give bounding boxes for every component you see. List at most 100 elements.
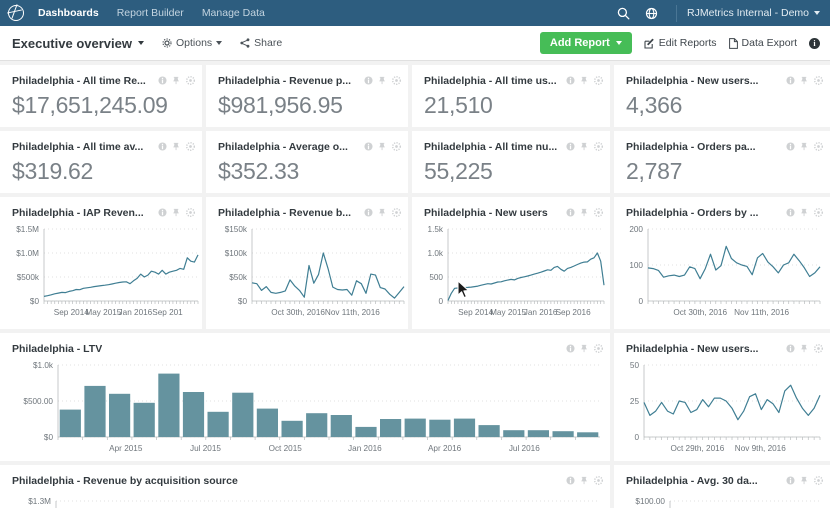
globe-icon[interactable] [640,2,662,24]
gear-icon[interactable] [814,142,823,151]
chart-card[interactable]: Philadelphia - New users... 0 25 50 Oct 29t… [614,333,830,461]
card-header: Philadelphia - All time av... [0,131,202,155]
info-icon[interactable] [566,344,575,353]
gear-icon[interactable] [594,76,603,85]
chart-card[interactable]: Philadelphia - New users 0 500 1.0k 1.5k Sep… [412,197,610,329]
card-header: Philadelphia - New users... [614,65,830,89]
info-icon[interactable] [364,76,373,85]
chart-card[interactable]: Philadelphia - Revenue by acquisition so… [0,465,610,508]
chart-card[interactable]: Philadelphia - Avg. 30 da... $100.00 [614,465,830,508]
gear-icon[interactable] [814,344,823,353]
pin-icon[interactable] [378,142,387,151]
kpi-card[interactable]: Philadelphia - All time nu... 55,225 [412,131,610,193]
pin-icon[interactable] [580,76,589,85]
pin-icon[interactable] [800,476,809,485]
info-icon[interactable] [786,476,795,485]
chart-card[interactable]: Philadelphia - Revenue b... $0 $50k $100k $… [206,197,408,329]
info-icon[interactable] [566,142,575,151]
nav-link-dashboards[interactable]: Dashboards [38,7,99,19]
info-icon[interactable] [158,208,167,217]
kpi-card[interactable]: Philadelphia - Orders pa... 2,787 [614,131,830,193]
gear-icon[interactable] [594,476,603,485]
pin-icon[interactable] [580,344,589,353]
kpi-card[interactable]: Philadelphia - Average o... $352.33 [206,131,408,193]
svg-text:1.5k: 1.5k [428,225,444,234]
account-menu[interactable]: RJMetrics Internal - Demo [687,7,820,19]
gear-icon[interactable] [594,344,603,353]
toolbar-actions: Add Report Edit Reports Data Export i [539,32,820,54]
card-title: Philadelphia - New users... [626,342,759,355]
pin-icon[interactable] [580,476,589,485]
kpi-card[interactable]: Philadelphia - All time us... 21,510 [412,65,610,127]
pin-icon[interactable] [800,208,809,217]
search-icon[interactable] [612,2,634,24]
pin-icon[interactable] [800,76,809,85]
card-icon-group [778,208,823,217]
nav-link-manage-data[interactable]: Manage Data [201,7,265,19]
dashboard-title-menu[interactable]: Executive overview [12,36,144,51]
gear-icon[interactable] [186,76,195,85]
navbar-right: RJMetrics Internal - Demo [606,2,820,24]
kpi-card[interactable]: Philadelphia - Revenue p... $981,956.95 [206,65,408,127]
info-icon[interactable] [364,142,373,151]
gear-icon[interactable] [814,476,823,485]
nav-link-report-builder[interactable]: Report Builder [116,7,184,19]
options-label: Options [175,37,213,49]
pin-icon[interactable] [800,344,809,353]
info-icon[interactable] [566,476,575,485]
rjmetrics-logo-icon[interactable] [8,5,24,21]
kpi-value: $17,651,245.09 [12,92,168,118]
svg-text:1.0k: 1.0k [428,249,444,258]
gear-icon [162,38,172,48]
pin-icon[interactable] [580,142,589,151]
gear-icon[interactable] [594,208,603,217]
info-icon[interactable] [566,208,575,217]
card-header: Philadelphia - All time us... [412,65,610,89]
gear-icon[interactable] [392,76,401,85]
info-icon[interactable]: i [809,37,820,49]
card-title: Philadelphia - Revenue b... [218,206,352,219]
gear-icon[interactable] [186,142,195,151]
info-icon[interactable] [786,208,795,217]
edit-reports-button[interactable]: Edit Reports [644,37,717,49]
edit-icon [644,38,654,49]
gear-icon[interactable] [392,142,401,151]
gear-icon[interactable] [814,76,823,85]
kpi-card[interactable]: Philadelphia - New users... 4,366 [614,65,830,127]
pin-icon[interactable] [580,208,589,217]
kpi-card[interactable]: Philadelphia - All time av... $319.62 [0,131,202,193]
chart-card[interactable]: Philadelphia - Orders by ... 0 100 200 Oct … [614,197,830,329]
card-title: Philadelphia - Revenue p... [218,74,352,87]
pin-icon[interactable] [378,76,387,85]
account-label: RJMetrics Internal - Demo [687,7,809,19]
info-icon[interactable] [566,76,575,85]
gear-icon[interactable] [392,208,401,217]
svg-text:$500k: $500k [17,273,40,282]
pin-icon[interactable] [800,142,809,151]
info-icon[interactable] [364,208,373,217]
gear-icon[interactable] [594,142,603,151]
pin-icon[interactable] [172,142,181,151]
card-title: Philadelphia - All time us... [424,74,557,87]
svg-text:Jan 2016: Jan 2016 [348,444,382,453]
data-export-button[interactable]: Data Export [728,37,797,49]
chart-card[interactable]: Philadelphia - IAP Reven... $0 $500k $1.0M… [0,197,202,329]
info-icon[interactable] [158,76,167,85]
line-chart-new-users-daily: 0 25 50 Oct 29th, 2016 Nov 9th, 2016 [630,361,821,453]
kpi-card[interactable]: Philadelphia - All time Re... $17,651,24… [0,65,202,127]
share-button[interactable]: Share [240,37,282,49]
info-icon[interactable] [158,142,167,151]
gear-icon[interactable] [186,208,195,217]
info-icon[interactable] [786,76,795,85]
svg-text:Sep 201: Sep 201 [152,308,183,317]
pin-icon[interactable] [172,76,181,85]
card-title: Philadelphia - All time Re... [12,74,146,87]
info-icon[interactable] [786,344,795,353]
options-menu[interactable]: Options [162,37,223,49]
pin-icon[interactable] [378,208,387,217]
add-report-button[interactable]: Add Report [539,32,632,54]
chart-card[interactable]: Philadelphia - LTV $0 $500.00 $1.0k Apr 201… [0,333,610,461]
pin-icon[interactable] [172,208,181,217]
info-icon[interactable] [786,142,795,151]
gear-icon[interactable] [814,208,823,217]
